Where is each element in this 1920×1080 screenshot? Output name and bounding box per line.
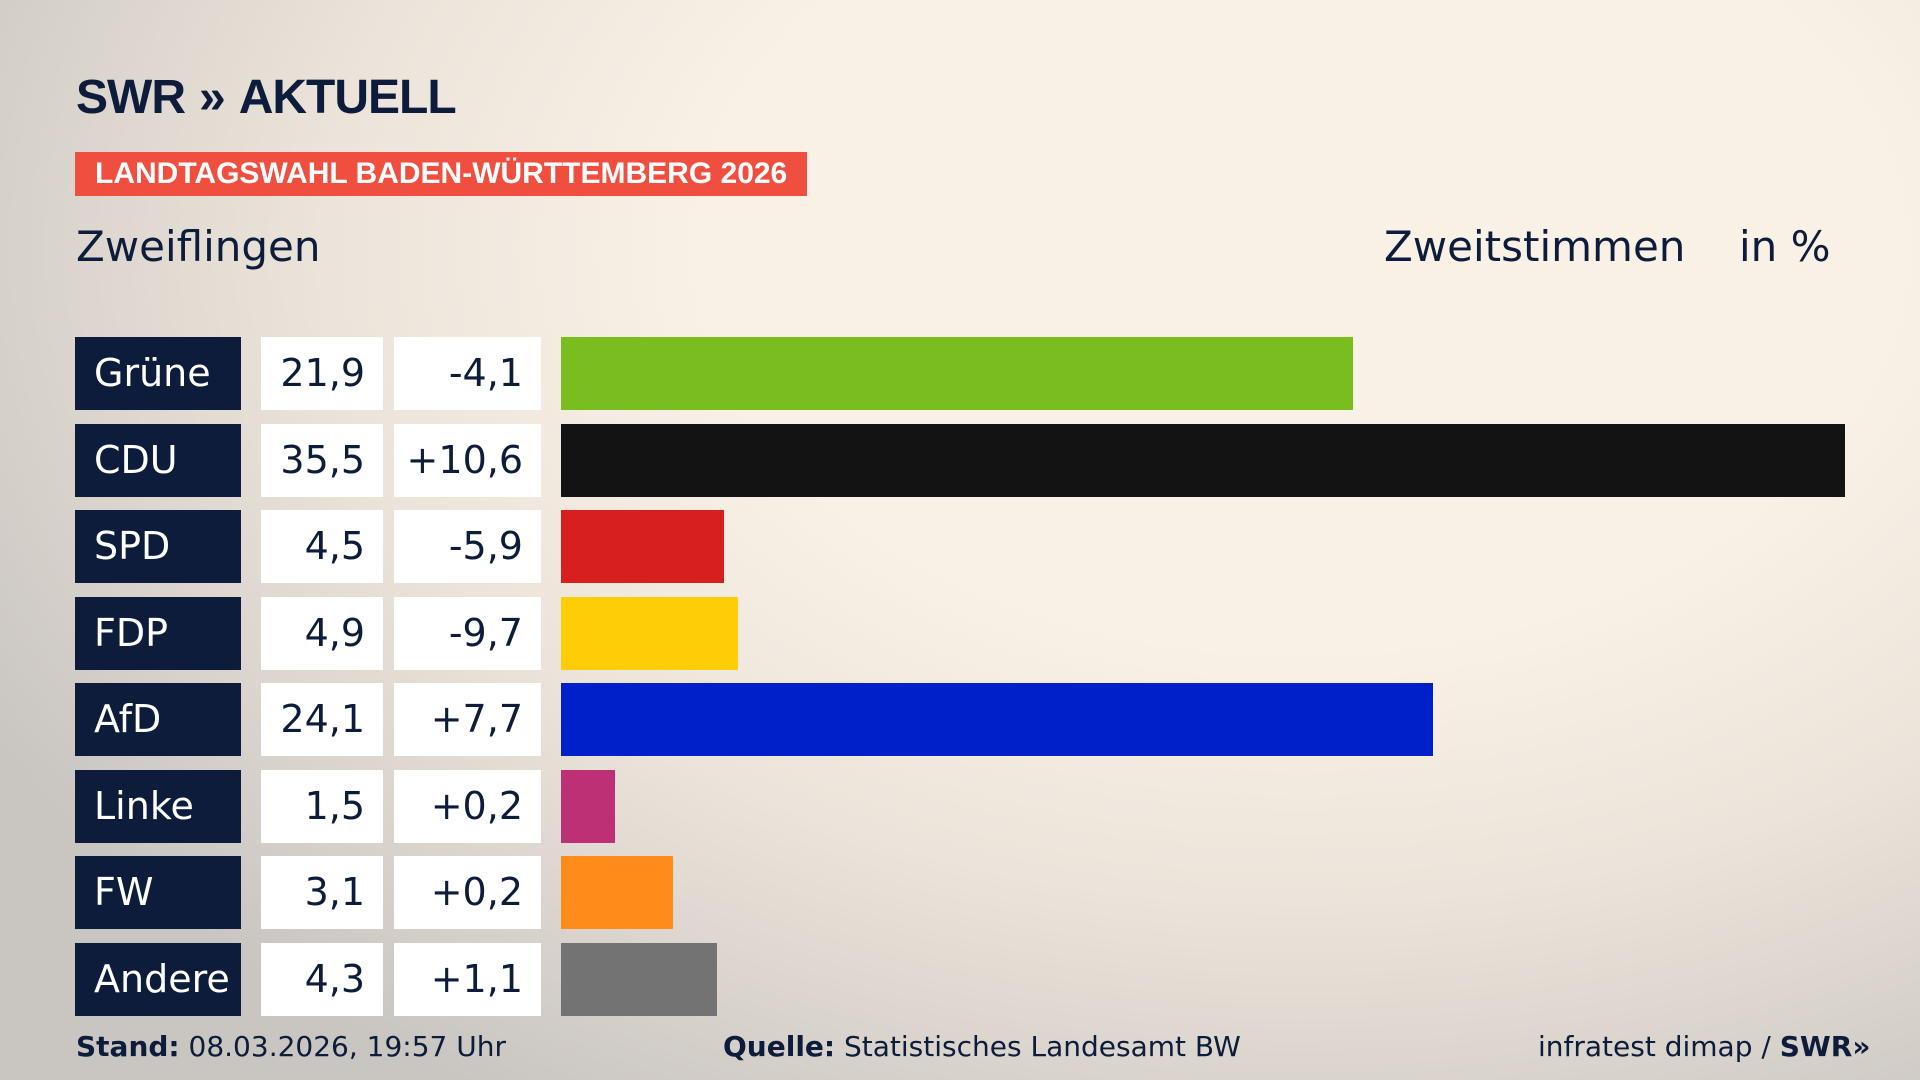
- diff-label: +1,1: [394, 942, 541, 1016]
- logo-swr: SWR: [76, 71, 186, 124]
- party-label: Andere: [75, 942, 241, 1016]
- result-row: SPD 4,5 -5,9: [0, 510, 1920, 583]
- result-row: CDU 35,5 +10,6: [0, 423, 1920, 497]
- value-label: 35,5: [261, 423, 383, 497]
- value-label: 1,5: [261, 769, 383, 843]
- result-row: Linke 1,5 +0,2: [0, 769, 1920, 843]
- stand-value: 08.03.2026, 19:57 Uhr: [188, 1030, 506, 1063]
- swr-small-logo: SWR: [1779, 1030, 1853, 1063]
- result-row: Grüne 21,9 -4,1: [0, 337, 1920, 410]
- party-label: AfD: [75, 683, 241, 756]
- diff-label: +0,2: [394, 769, 541, 843]
- party-label: FDP: [75, 596, 241, 670]
- result-row: AfD 24,1 +7,7: [0, 683, 1920, 756]
- value-label: 21,9: [261, 337, 383, 410]
- bar-cdu: [561, 423, 1845, 497]
- value-label: 4,5: [261, 510, 383, 583]
- value-label: 24,1: [261, 683, 383, 756]
- diff-label: -4,1: [394, 337, 541, 410]
- source-label: Quelle:: [723, 1030, 836, 1063]
- diff-label: -5,9: [394, 510, 541, 583]
- chevrons-icon: »: [198, 71, 226, 124]
- party-label: FW: [75, 856, 241, 929]
- footer-source: Quelle: Statistisches Landesamt BW: [723, 1030, 1241, 1063]
- bar-linke: [561, 769, 616, 843]
- result-row: Andere 4,3 +1,1: [0, 942, 1920, 1016]
- party-label: CDU: [75, 423, 241, 497]
- bar-grüne: [561, 337, 1354, 410]
- unit-label: in %: [1739, 222, 1831, 271]
- value-label: 3,1: [261, 856, 383, 929]
- place-title: Zweiflingen: [76, 222, 321, 271]
- bar-afd: [561, 683, 1433, 756]
- result-row: FW 3,1 +0,2: [0, 856, 1920, 929]
- value-label: 4,9: [261, 596, 383, 670]
- party-label: SPD: [75, 510, 241, 583]
- footer-stand: Stand: 08.03.2026, 19:57 Uhr: [76, 1030, 506, 1063]
- value-label: 4,3: [261, 942, 383, 1016]
- diff-label: +10,6: [394, 423, 541, 497]
- swr-aktuell-logo: SWR» AKTUELL: [76, 70, 457, 125]
- stand-label: Stand:: [76, 1030, 180, 1063]
- bar-spd: [561, 510, 724, 583]
- logo-aktuell: AKTUELL: [238, 71, 457, 124]
- source-value: Statistisches Landesamt BW: [844, 1030, 1241, 1063]
- bar-fw: [561, 856, 674, 929]
- bar-andere: [561, 942, 717, 1016]
- result-row: FDP 4,9 -9,7: [0, 596, 1920, 670]
- bar-fdp: [561, 596, 739, 670]
- credit-text: infratest dimap /: [1538, 1030, 1771, 1063]
- party-label: Linke: [75, 769, 241, 843]
- diff-label: -9,7: [394, 596, 541, 670]
- vote-kind: Zweitstimmen: [1384, 222, 1686, 271]
- party-label: Grüne: [75, 337, 241, 410]
- diff-label: +7,7: [394, 683, 541, 756]
- election-banner: LANDTAGSWAHL BADEN-WÜRTTEMBERG 2026: [75, 152, 808, 196]
- footer-credit: infratest dimap / SWR»: [1538, 1030, 1870, 1063]
- diff-label: +0,2: [394, 856, 541, 929]
- chevrons-icon: »: [1852, 1030, 1871, 1063]
